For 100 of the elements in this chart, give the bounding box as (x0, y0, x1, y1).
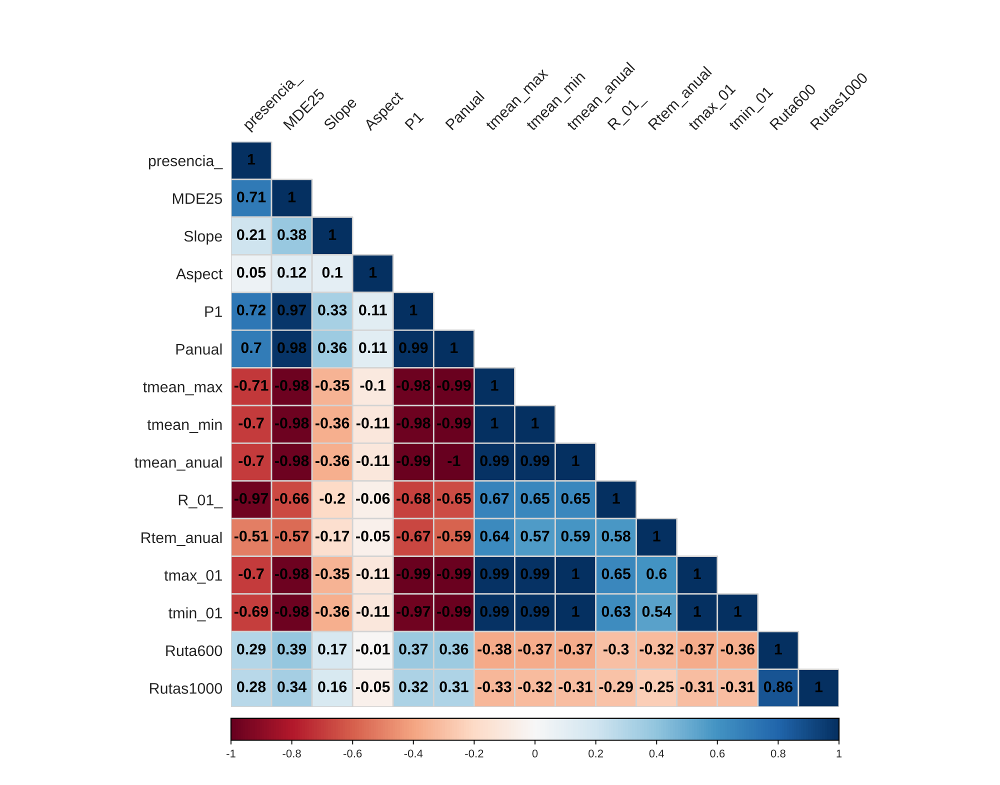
data-label: 1 (288, 192, 296, 202)
data-label: -0.98 (274, 606, 309, 617)
y-tick-label: Ruta600 (166, 645, 222, 656)
data-label: -0.05 (356, 681, 390, 692)
data-label: -0.99 (396, 568, 430, 580)
y-tick-label: Rtem_anual (142, 532, 222, 546)
data-label: -0.7 (238, 418, 264, 428)
data-label: -0.99 (437, 568, 471, 580)
data-label: -0.59 (437, 530, 471, 542)
data-label: 1 (572, 606, 580, 617)
data-label: 1 (774, 644, 782, 654)
y-tick-label: tmean_max (143, 382, 223, 396)
data-label: 0.58 (602, 530, 630, 542)
data-label: 0.65 (520, 493, 550, 504)
color-bar-label: 0 (532, 750, 538, 758)
data-label: -0.25 (640, 681, 674, 692)
color-bar-label: 0.4 (649, 750, 664, 758)
data-label: 0.57 (520, 530, 550, 542)
data-label: 0.99 (480, 455, 509, 466)
data-label: 1 (491, 380, 498, 391)
data-label: -0.67 (396, 530, 430, 542)
data-label: -0.37 (558, 644, 592, 655)
y-tick-label: presencia_ (148, 155, 223, 170)
data-label: -0.2 (320, 493, 345, 504)
data-label: 0.72 (237, 304, 266, 316)
data-label: -0.97 (396, 606, 430, 617)
data-label: 0.34 (278, 681, 307, 692)
data-label: -0.98 (396, 380, 430, 391)
data-label: -0.32 (518, 681, 552, 692)
data-label: -0.98 (274, 418, 309, 428)
data-label: -0.31 (680, 681, 714, 692)
data-label: 1 (694, 606, 701, 617)
data-label: 0.59 (561, 530, 590, 542)
data-label: -0.11 (356, 568, 390, 580)
data-label: 0.99 (480, 568, 509, 580)
data-label: 0.71 (237, 192, 266, 202)
data-label: 0.99 (480, 606, 509, 617)
data-label: 0.99 (520, 568, 550, 580)
data-label: -0.68 (396, 493, 430, 504)
data-label: 1 (329, 229, 336, 240)
data-label: 0.36 (318, 342, 347, 354)
data-label: -0.36 (316, 606, 350, 617)
data-label: 0.32 (399, 681, 428, 692)
data-label: -0.97 (234, 493, 268, 504)
data-label: -0.7 (238, 568, 264, 580)
data-label: 1 (248, 154, 256, 165)
data-label: 1 (450, 342, 458, 353)
data-label: 0.39 (278, 644, 306, 655)
y-tick-label: Aspect (176, 268, 223, 282)
data-label: -0.98 (274, 455, 309, 466)
data-label: -0.98 (396, 418, 430, 428)
color-bar-label: -0.2 (465, 750, 484, 758)
y-tick-label: R_01_ (178, 494, 223, 508)
data-label: 1 (653, 530, 660, 542)
color-bar-label: -0.6 (344, 750, 362, 758)
data-label: 1 (734, 606, 742, 617)
color-bar-label: 0.2 (588, 750, 603, 758)
data-label: 0.16 (318, 681, 347, 692)
data-label: -0.11 (356, 606, 390, 617)
data-label: -0.65 (437, 493, 471, 504)
data-label: 1 (815, 682, 823, 692)
data-label: -0.31 (558, 681, 593, 692)
data-label: -0.99 (437, 380, 471, 391)
data-label: -0.99 (437, 418, 471, 428)
y-tick-label: Slope (184, 230, 222, 245)
data-label: -0.37 (518, 644, 552, 655)
data-label: -0.98 (274, 568, 309, 580)
data-label: -0.05 (356, 530, 390, 542)
data-label: 1 (370, 267, 377, 278)
data-label: -0.32 (640, 644, 674, 655)
data-label: -0.01 (356, 644, 390, 655)
data-label: -0.11 (356, 418, 390, 428)
color-bar-label: -0.4 (404, 750, 423, 758)
data-label: -0.06 (356, 493, 390, 504)
y-tick-label: Panual (176, 343, 222, 355)
data-label: -0.38 (478, 644, 512, 655)
data-label: 0.37 (399, 644, 428, 655)
data-label: 0.17 (318, 644, 347, 655)
data-label: 1 (694, 568, 701, 580)
data-label: -1 (448, 455, 460, 466)
data-label: -0.35 (316, 380, 350, 391)
data-label: -0.37 (680, 644, 714, 655)
data-label: -0.29 (599, 681, 633, 692)
data-label: -0.99 (437, 606, 471, 617)
data-label: 0.98 (278, 342, 306, 354)
y-tick-label: tmean_min (147, 418, 222, 433)
data-label: -0.11 (356, 455, 390, 466)
data-label: 1 (572, 455, 580, 466)
data-label: -0.51 (234, 530, 268, 542)
data-label: -0.57 (274, 530, 309, 542)
data-label: 0.63 (602, 606, 630, 617)
data-label: 0.05 (237, 266, 266, 278)
data-label: 0.28 (237, 681, 266, 692)
data-label: 1 (410, 304, 418, 316)
color-bar-label: -0.8 (282, 750, 301, 758)
data-label: -0.1 (360, 380, 386, 391)
y-tick-label: MDE25 (172, 193, 222, 204)
data-label: 0.6 (646, 568, 667, 580)
data-label: 0.33 (318, 304, 347, 316)
color-bar-label: -1 (226, 750, 236, 758)
